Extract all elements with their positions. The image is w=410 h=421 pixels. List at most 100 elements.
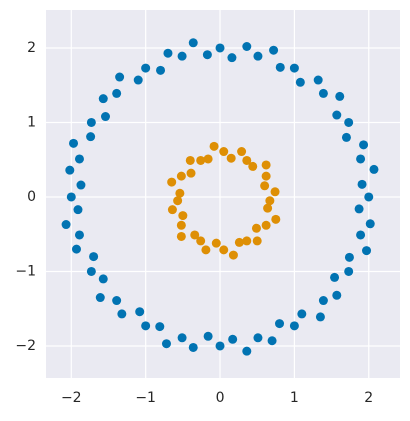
point [362,246,372,256]
x-tick-label: 1 [290,390,299,406]
point [261,171,271,181]
point [365,219,375,229]
point [369,164,379,174]
y-tick-label: 2 [27,40,36,56]
x-tick-label: 2 [364,390,373,406]
point [275,62,285,72]
point [265,196,275,206]
point [112,88,122,98]
point [219,147,229,157]
point [135,307,145,317]
point [74,230,84,240]
point [66,192,76,202]
point [188,38,198,48]
y-tick-label: −1 [15,263,36,279]
point [74,154,84,164]
point [176,231,186,241]
point [211,238,221,248]
point [364,192,374,202]
point [161,339,171,349]
point [253,51,263,61]
point [115,72,125,82]
point [341,132,351,142]
point [61,220,71,230]
point [359,140,369,150]
point [203,154,213,164]
point [141,321,151,331]
point [252,236,262,246]
point [313,75,323,85]
point [69,138,79,148]
point [275,319,285,329]
point [271,214,281,224]
point [95,293,105,303]
point [100,112,110,122]
point [267,336,277,346]
point [289,321,299,331]
point [315,312,325,322]
x-tick-label: 0 [216,390,225,406]
point [330,272,340,282]
y-tick-label: 1 [27,114,36,130]
point [344,117,354,127]
point [253,333,263,343]
point [234,237,244,247]
point [270,187,280,197]
point [251,223,261,233]
point [248,161,258,171]
point [263,203,273,213]
point [167,205,177,215]
point [215,341,225,351]
point [177,333,187,343]
point [86,132,96,142]
point [226,153,236,163]
point [357,179,367,189]
point [176,220,186,230]
plot-area [46,10,400,378]
y-tick-label: −2 [15,338,36,354]
point [242,346,252,356]
point [163,48,173,58]
point [202,50,212,60]
point [155,322,165,332]
point [196,236,206,246]
point [201,245,211,255]
point [175,188,185,198]
point [344,252,354,262]
point [356,154,366,164]
point [65,165,75,175]
point [242,236,252,246]
point [112,296,122,306]
x-tick-label: −1 [135,390,156,406]
point [209,141,219,151]
point [356,230,366,240]
point [156,65,166,75]
point [98,94,108,104]
point [141,63,151,73]
point [237,147,247,157]
point [176,171,186,181]
point [117,309,127,319]
point [261,220,271,230]
point [188,342,198,352]
point [133,75,143,85]
point [186,168,196,178]
point [203,331,213,341]
point [215,43,225,53]
point [86,266,96,276]
point [261,160,271,170]
point [71,244,81,254]
point [332,290,342,300]
point [219,245,229,255]
point [297,309,307,319]
point [98,274,108,284]
point [228,250,238,260]
point [76,180,86,190]
point [269,45,279,55]
point [335,91,345,101]
point [196,155,206,165]
point [242,42,252,52]
point [318,296,328,306]
x-tick-label: −2 [61,390,82,406]
